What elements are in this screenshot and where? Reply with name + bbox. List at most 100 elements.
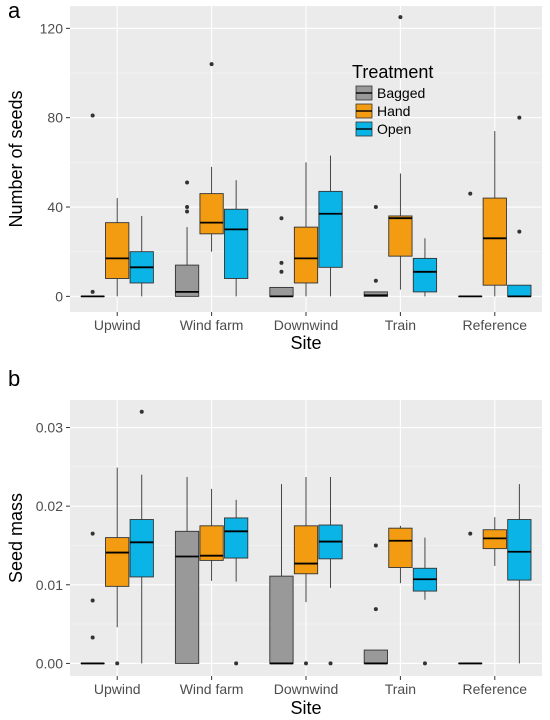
panel-b-y-ticks: 0.00 0.01 0.02 0.03 xyxy=(36,420,70,671)
box-hand-train-outlier xyxy=(398,15,403,20)
box-open-reference-outlier xyxy=(517,229,522,234)
panel-b-y-axis-title: Seed mass xyxy=(6,493,26,583)
box-open-train-body xyxy=(412,257,438,293)
y-tick-label: 40 xyxy=(47,199,63,215)
box-hand-wind-farm xyxy=(199,62,224,252)
box-hand-upwind-body xyxy=(105,537,130,587)
box-bagged-upwind-outlier xyxy=(90,531,95,536)
legend: Treatment Bagged Hand Open xyxy=(352,62,433,137)
x-tick-label-downwind: Downwind xyxy=(274,317,339,333)
box-open-wind-farm-body xyxy=(224,208,249,279)
box-hand-reference-body xyxy=(482,197,507,286)
box-open-downwind-body xyxy=(318,190,343,268)
box-open-downwind-outlier xyxy=(328,661,333,666)
box-bagged-train-body xyxy=(363,291,388,297)
y-tick-label: 120 xyxy=(40,20,64,36)
box-bagged-downwind-body xyxy=(269,575,294,664)
box-bagged-downwind-body xyxy=(269,286,294,297)
box-hand-train-body xyxy=(388,527,413,568)
panel-b-marks xyxy=(80,409,532,666)
box-hand-upwind-outlier xyxy=(115,661,120,666)
panel-b-tag: b xyxy=(8,366,20,391)
y-tick-label: 0.02 xyxy=(36,498,63,514)
box-bagged-train-outlier xyxy=(373,278,378,283)
panel-a-x-axis-title: Site xyxy=(290,333,321,353)
x-tick-label-train: Train xyxy=(385,317,416,333)
box-bagged-wind-farm-body xyxy=(174,530,200,664)
box-open-wind-farm-outlier xyxy=(234,661,239,666)
legend-label-open: Open xyxy=(377,121,411,137)
box-bagged-downwind-outlier xyxy=(279,269,284,274)
panel-b: b 0.00 0.01 0.02 0.03 Upwind Wind farm Downwi… xyxy=(6,366,542,718)
box-hand-downwind xyxy=(293,477,319,666)
box-hand-wind-farm-outlier xyxy=(209,62,214,67)
box-bagged-upwind-outlier xyxy=(90,635,95,640)
y-tick-label: 0 xyxy=(55,288,63,304)
box-open-train xyxy=(412,537,438,666)
box-open-downwind xyxy=(318,155,343,297)
y-tick-label: 80 xyxy=(47,110,63,126)
box-bagged-downwind xyxy=(269,216,294,298)
x-tick-label-upwind: Upwind xyxy=(94,317,141,333)
legend-label-bagged: Bagged xyxy=(377,85,425,101)
box-hand-upwind xyxy=(105,467,130,666)
box-bagged-downwind xyxy=(269,484,294,665)
box-bagged-train xyxy=(363,543,388,665)
box-hand-reference xyxy=(482,131,507,297)
box-bagged-downwind-outlier xyxy=(279,216,284,221)
box-hand-reference xyxy=(482,517,507,566)
box-bagged-reference xyxy=(458,531,483,665)
box-bagged-train xyxy=(363,205,388,297)
legend-title: Treatment xyxy=(352,62,433,82)
box-hand-upwind xyxy=(105,198,130,297)
box-bagged-reference-outlier xyxy=(468,531,473,536)
box-open-train xyxy=(412,238,438,297)
panel-a-marks xyxy=(80,15,532,298)
box-hand-train-body xyxy=(388,215,413,257)
box-bagged-wind-farm xyxy=(174,477,200,664)
y-tick-label: 0.00 xyxy=(36,655,63,671)
x-tick-label-reference: Reference xyxy=(463,317,528,333)
panel-a: a 0 40 80 120 Upwind Wind farm Downwind Train R… xyxy=(6,0,542,353)
x-tick-label-wind-farm: Wind farm xyxy=(180,681,244,697)
box-open-reference xyxy=(507,484,532,664)
box-open-reference-body xyxy=(507,284,532,297)
y-tick-label: 0.03 xyxy=(36,420,63,436)
box-bagged-wind-farm-outlier xyxy=(185,180,190,185)
box-bagged-train-outlier xyxy=(373,205,378,210)
box-hand-train xyxy=(388,525,413,584)
box-hand-upwind-body xyxy=(105,222,130,279)
box-bagged-wind-farm-body xyxy=(174,264,200,297)
box-hand-downwind xyxy=(293,162,319,297)
y-tick-label: 0.01 xyxy=(36,577,63,593)
box-bagged-train-outlier xyxy=(373,607,378,612)
box-open-upwind xyxy=(129,409,154,664)
box-open-upwind xyxy=(129,215,154,297)
box-bagged-downwind-outlier xyxy=(279,260,284,265)
panel-a-y-axis-title: Number of seeds xyxy=(6,90,26,227)
box-hand-wind-farm-body xyxy=(199,193,224,235)
box-hand-downwind-body xyxy=(293,226,319,284)
legend-label-hand: Hand xyxy=(377,103,410,119)
box-bagged-reference xyxy=(458,191,483,298)
box-hand-wind-farm xyxy=(199,488,224,581)
box-open-train-outlier xyxy=(422,661,427,666)
box-bagged-train-outlier xyxy=(373,543,378,548)
box-open-wind-farm xyxy=(224,499,249,666)
box-open-upwind-outlier xyxy=(139,409,144,414)
box-open-reference-outlier xyxy=(517,115,522,120)
box-hand-downwind-outlier xyxy=(304,661,308,666)
box-hand-train xyxy=(388,15,413,290)
panel-a-y-ticks: 0 40 80 120 xyxy=(40,20,70,304)
box-open-wind-farm xyxy=(224,180,249,297)
panel-a-tag: a xyxy=(8,0,21,23)
x-tick-label-reference: Reference xyxy=(463,681,528,697)
box-bagged-upwind-outlier xyxy=(90,289,95,294)
x-tick-label-train: Train xyxy=(385,681,416,697)
box-open-reference xyxy=(507,115,532,298)
panel-a-x-ticks: Upwind Wind farm Downwind Train Reference xyxy=(94,312,527,333)
box-open-reference-body xyxy=(507,519,532,581)
box-open-upwind-body xyxy=(129,519,154,578)
box-bagged-upwind-outlier xyxy=(90,598,95,603)
